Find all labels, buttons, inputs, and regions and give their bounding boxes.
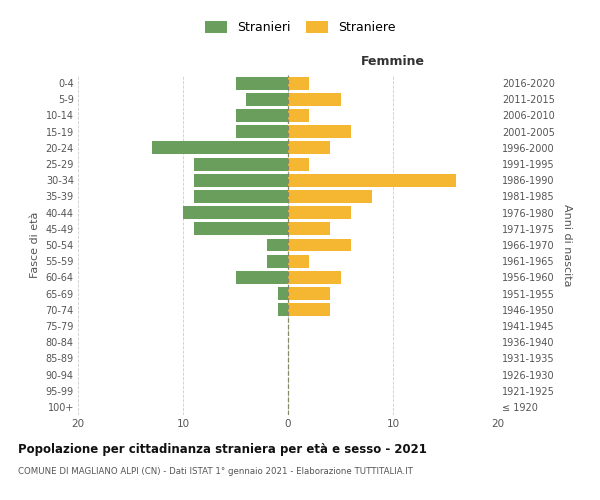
Bar	[193, 174, 288, 186]
Bar	[288, 304, 330, 316]
Bar	[288, 76, 309, 90]
Bar	[277, 304, 288, 316]
Y-axis label: Fasce di età: Fasce di età	[30, 212, 40, 278]
Text: Popolazione per cittadinanza straniera per età e sesso - 2021: Popolazione per cittadinanza straniera p…	[18, 442, 427, 456]
Text: Femmine: Femmine	[361, 55, 425, 68]
Bar	[235, 109, 288, 122]
Bar	[193, 158, 288, 170]
Bar	[235, 76, 288, 90]
Bar	[288, 222, 330, 235]
Bar	[288, 142, 330, 154]
Bar	[288, 174, 456, 186]
Bar	[193, 190, 288, 203]
Bar	[288, 254, 309, 268]
Bar	[288, 271, 341, 284]
Bar	[288, 158, 309, 170]
Text: COMUNE DI MAGLIANO ALPI (CN) - Dati ISTAT 1° gennaio 2021 - Elaborazione TUTTITA: COMUNE DI MAGLIANO ALPI (CN) - Dati ISTA…	[18, 468, 413, 476]
Bar	[277, 287, 288, 300]
Bar	[151, 142, 288, 154]
Bar	[183, 206, 288, 219]
Y-axis label: Anni di nascita: Anni di nascita	[562, 204, 572, 286]
Bar	[235, 271, 288, 284]
Bar	[267, 254, 288, 268]
Bar	[288, 287, 330, 300]
Bar	[267, 238, 288, 252]
Bar	[288, 93, 341, 106]
Bar	[288, 190, 372, 203]
Bar	[193, 222, 288, 235]
Legend: Stranieri, Straniere: Stranieri, Straniere	[199, 16, 401, 40]
Bar	[288, 109, 309, 122]
Bar	[288, 206, 351, 219]
Bar	[246, 93, 288, 106]
Bar	[288, 125, 351, 138]
Bar	[235, 125, 288, 138]
Bar	[288, 238, 351, 252]
